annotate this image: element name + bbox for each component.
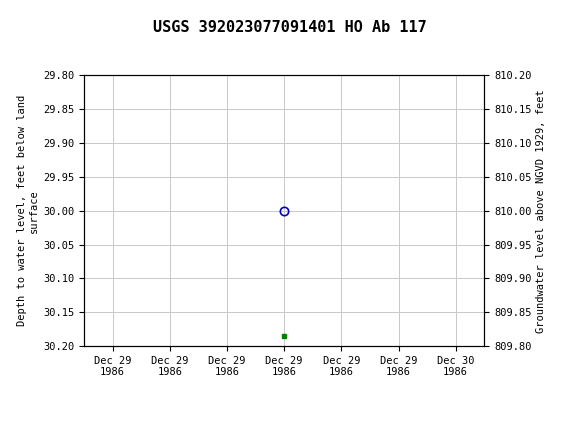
Text: USGS: USGS [38,9,89,27]
Y-axis label: Groundwater level above NGVD 1929, feet: Groundwater level above NGVD 1929, feet [536,89,546,332]
Y-axis label: Depth to water level, feet below land
surface: Depth to water level, feet below land su… [17,95,39,326]
Text: USGS 392023077091401 HO Ab 117: USGS 392023077091401 HO Ab 117 [153,21,427,35]
